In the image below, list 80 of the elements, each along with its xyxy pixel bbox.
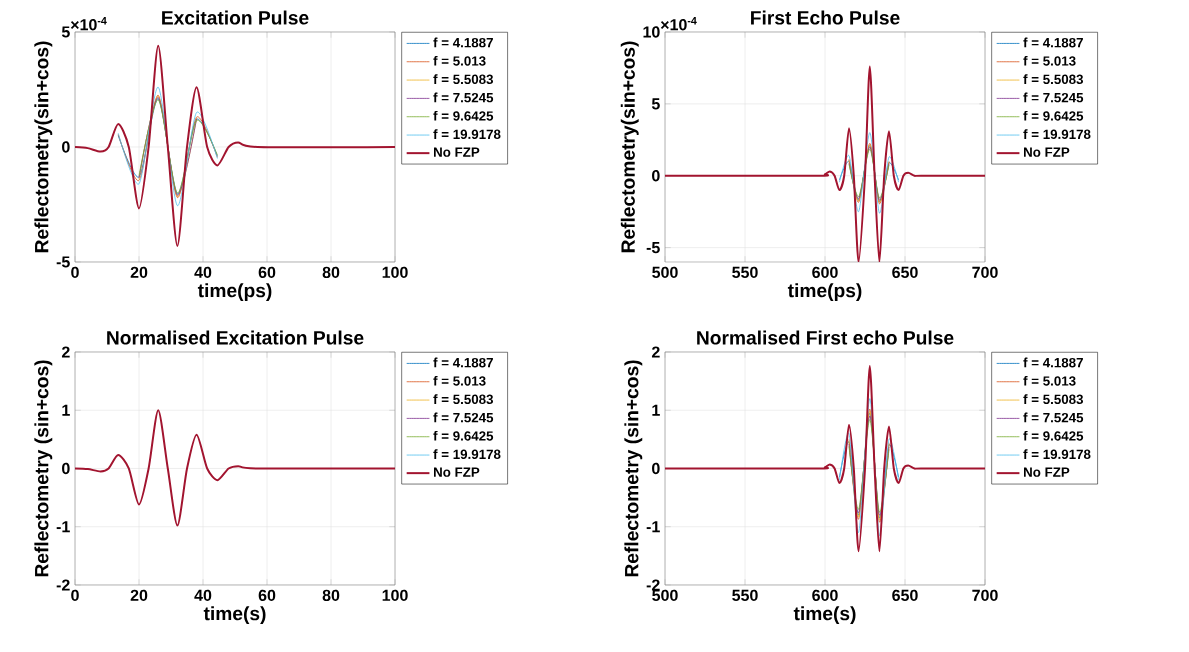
x-tick-label: 600 [812, 266, 838, 279]
x-tick-label: 550 [732, 266, 758, 279]
x-tick-label: 700 [972, 589, 998, 602]
legend-label: f = 19.9178 [433, 129, 501, 140]
legend-label: f = 4.1887 [1023, 37, 1083, 48]
legend-label: f = 7.5245 [433, 92, 494, 103]
legend-label: f = 5.013 [433, 55, 486, 66]
y-tick-label: -5 [646, 242, 660, 254]
x-axis-title: time(ps) [197, 283, 272, 302]
legend-label: No FZP [434, 147, 480, 157]
legend-label: f = 5.013 [1023, 55, 1076, 66]
legend-label: No FZP [434, 467, 480, 477]
x-tick-label: 20 [130, 589, 148, 602]
y-tick-label: -1 [646, 521, 660, 533]
legend-label: f = 7.5245 [1023, 412, 1084, 423]
text: ×10$^{-4}$ [70, 17, 107, 31]
x-tick-label: 0 [71, 266, 79, 279]
y-tick-label: 0 [62, 141, 70, 153]
y-tick-label: 0 [652, 462, 660, 475]
x-tick-label: 80 [322, 589, 340, 602]
x-axis-title: time(s) [793, 606, 856, 625]
legend-label: No FZP [1024, 467, 1070, 477]
x-tick-label: 40 [194, 266, 212, 279]
legend-label: f = 5.5083 [1023, 394, 1084, 405]
legend-label: f = 5.5083 [433, 394, 494, 405]
legend-label: f = 9.6425 [433, 110, 494, 121]
legend-label: f = 7.5245 [1023, 92, 1084, 103]
legend-label: f = 9.6425 [433, 430, 494, 441]
y-tick-label: 2 [61, 346, 70, 358]
y-axis-title: Reflectometry (sin+cos) [34, 360, 53, 577]
x-tick-label: 100 [382, 589, 408, 602]
x-tick-label: 60 [258, 589, 276, 602]
y-axis-title: Reflectometry (sin+cos) [624, 360, 643, 577]
legend-label: f = 4.1887 [433, 37, 493, 48]
legend-label: f = 9.6425 [1023, 430, 1084, 441]
y-axis-title: Reflectometry(sin+cos) [620, 41, 639, 253]
chart-title: Normalised Excitation Pulse [107, 330, 364, 345]
x-axis-title: time(ps) [787, 283, 862, 302]
legend-label: f = 5.5083 [1023, 74, 1084, 85]
legend-label: f = 5.5083 [433, 74, 494, 85]
y-tick-label: 10 [643, 26, 660, 38]
legend-label: f = 9.6425 [1023, 110, 1084, 121]
x-tick-label: 600 [812, 589, 838, 602]
x-tick-label: 650 [892, 589, 918, 602]
legend-label: f = 19.9178 [1023, 129, 1091, 140]
x-tick-label: 500 [652, 589, 678, 602]
x-tick-label: 700 [972, 266, 998, 279]
legend-label: f = 4.1887 [433, 357, 493, 368]
legend-label: f = 5.013 [1023, 375, 1076, 386]
legend-label: f = 19.9178 [1023, 449, 1091, 460]
legend-label: f = 7.5245 [433, 412, 494, 423]
chart-title: Normalised First echo Pulse [697, 330, 954, 345]
y-axis-title: Reflectometry(sin+cos) [34, 41, 53, 253]
y-tick-label: 0 [652, 170, 660, 182]
y-tick-label: 1 [652, 404, 660, 416]
legend-label: f = 5.013 [433, 375, 486, 386]
y-tick-label: -2 [56, 579, 70, 591]
y-tick-label: 2 [651, 346, 660, 358]
legend-label: f = 4.1887 [1023, 357, 1083, 368]
x-tick-label: 60 [258, 266, 276, 279]
text: ×10$^{-4}$ [660, 17, 697, 31]
x-tick-label: 100 [382, 266, 408, 279]
legend-label: f = 19.9178 [433, 449, 501, 460]
y-tick-label: 5 [61, 26, 70, 38]
y-tick-label: -1 [56, 521, 70, 533]
y-tick-label: 0 [62, 462, 70, 475]
x-tick-label: 80 [322, 266, 340, 279]
x-tick-label: 0 [71, 589, 79, 602]
x-tick-label: 650 [892, 266, 918, 279]
x-tick-label: 20 [130, 266, 148, 279]
y-tick-label: -5 [56, 256, 70, 268]
x-tick-label: 40 [194, 589, 212, 602]
y-tick-label: 5 [651, 98, 660, 110]
y-tick-label: 1 [62, 404, 70, 416]
chart-title: Excitation Pulse [162, 10, 309, 25]
x-axis-title: time(s) [203, 606, 266, 625]
chart-title: First Echo Pulse [751, 10, 900, 25]
x-tick-label: 500 [652, 266, 678, 279]
x-tick-label: 550 [732, 589, 758, 602]
legend-label: No FZP [1024, 147, 1070, 157]
